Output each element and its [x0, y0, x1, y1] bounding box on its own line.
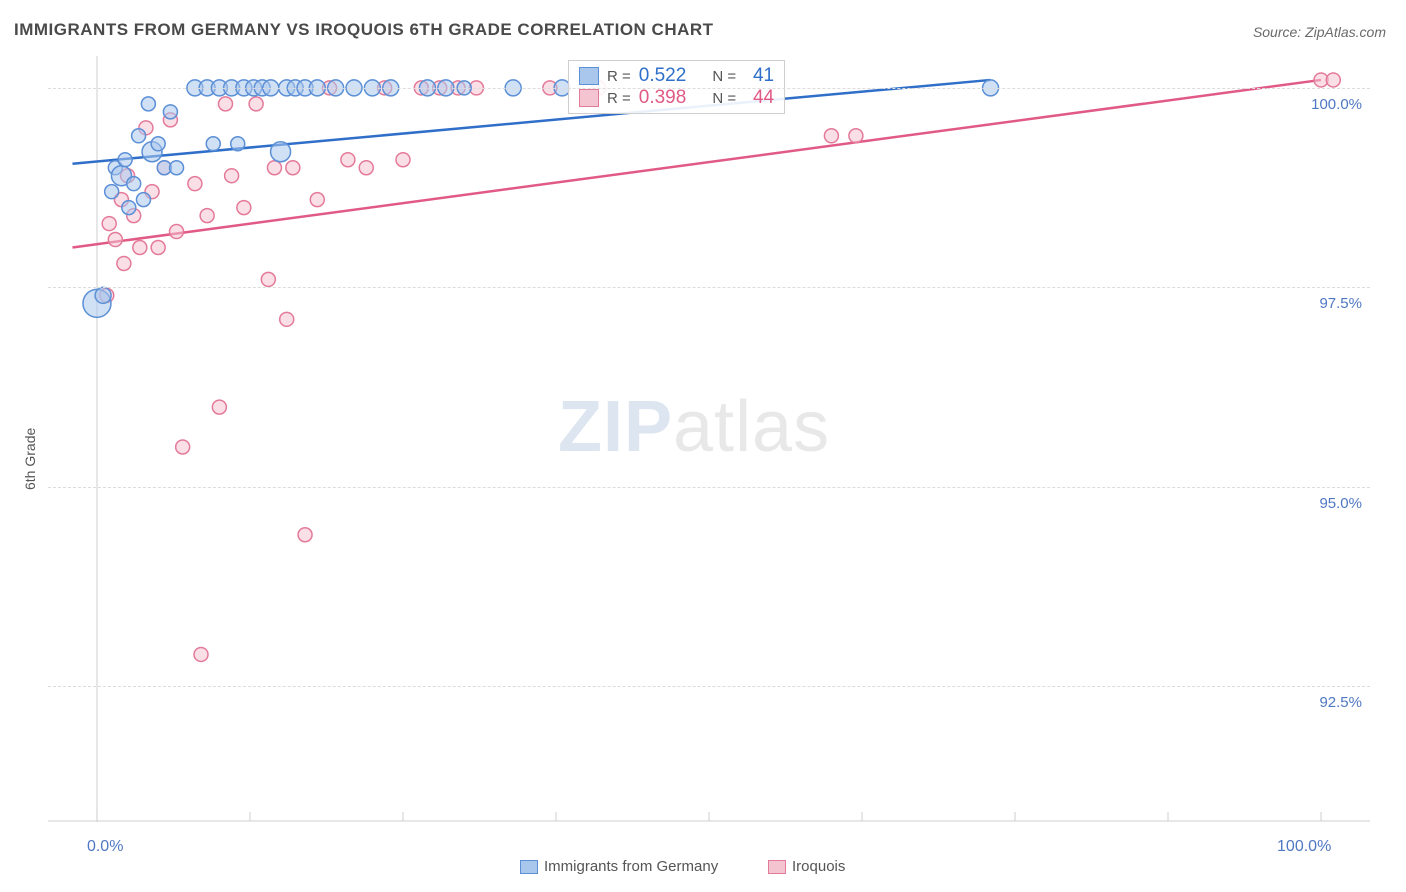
data-point-iroquois: [310, 193, 324, 207]
legend-iroquois: Iroquois: [768, 858, 845, 875]
data-point-germany: [206, 137, 220, 151]
data-point-germany: [95, 287, 111, 303]
watermark-atlas: atlas: [673, 387, 830, 467]
data-point-germany: [231, 137, 245, 151]
gridline: [48, 88, 1370, 89]
data-point-iroquois: [176, 440, 190, 454]
germany-swatch: [579, 67, 599, 85]
data-point-iroquois: [188, 177, 202, 191]
data-point-germany: [105, 185, 119, 199]
iroquois-n-value: 44: [744, 87, 774, 109]
germany-legend-swatch: [520, 860, 538, 874]
data-point-iroquois: [151, 241, 165, 255]
y-tick-label: 97.5%: [1319, 295, 1362, 312]
iroquois-legend-swatch: [768, 860, 786, 874]
data-point-iroquois: [1326, 73, 1340, 87]
y-tick-label: 100.0%: [1311, 96, 1362, 113]
data-point-germany: [170, 161, 184, 175]
data-point-iroquois: [225, 169, 239, 183]
n-label: N =: [712, 90, 736, 107]
data-point-iroquois: [108, 233, 122, 247]
data-point-germany: [118, 153, 132, 167]
data-point-germany: [163, 105, 177, 119]
legend-germany: Immigrants from Germany: [520, 858, 718, 875]
data-point-iroquois: [212, 400, 226, 414]
y-axis-label: 6th Grade: [22, 428, 38, 490]
data-point-iroquois: [298, 528, 312, 542]
x-min-label: 0.0%: [87, 838, 123, 856]
y-tick-label: 92.5%: [1319, 694, 1362, 711]
data-point-germany: [271, 142, 291, 162]
data-point-iroquois: [133, 241, 147, 255]
data-point-iroquois: [261, 272, 275, 286]
data-point-iroquois: [249, 97, 263, 111]
data-point-germany: [151, 137, 165, 151]
data-point-iroquois: [286, 161, 300, 175]
data-point-iroquois: [194, 647, 208, 661]
correlation-row-iroquois: R = 0.398 N = 44: [579, 87, 774, 109]
germany-r-value: 0.522: [639, 65, 687, 87]
germany-n-value: 41: [744, 65, 774, 87]
watermark-zip: ZIP: [558, 387, 673, 467]
data-point-germany: [132, 129, 146, 143]
data-point-germany: [136, 193, 150, 207]
iroquois-swatch: [579, 89, 599, 107]
gridline: [48, 287, 1370, 288]
gridline: [48, 686, 1370, 687]
data-point-iroquois: [218, 97, 232, 111]
data-point-germany: [141, 97, 155, 111]
data-point-iroquois: [170, 225, 184, 239]
data-point-iroquois: [849, 129, 863, 143]
germany-legend-label: Immigrants from Germany: [544, 858, 718, 875]
iroquois-r-value: 0.398: [639, 87, 687, 109]
data-point-iroquois: [267, 161, 281, 175]
source-attribution: Source: ZipAtlas.com: [1253, 24, 1386, 40]
data-point-germany: [122, 201, 136, 215]
gridline: [48, 487, 1370, 488]
data-point-iroquois: [396, 153, 410, 167]
data-point-iroquois: [102, 217, 116, 231]
data-point-iroquois: [117, 256, 131, 270]
r-label: R =: [607, 68, 631, 85]
data-point-iroquois: [200, 209, 214, 223]
iroquois-legend-label: Iroquois: [792, 858, 845, 875]
y-tick-label: 95.0%: [1319, 495, 1362, 512]
data-point-iroquois: [280, 312, 294, 326]
data-point-iroquois: [824, 129, 838, 143]
x-max-label: 100.0%: [1277, 838, 1331, 856]
plot-area: ZIPatlas R = 0.522 N = 41 R = 0.398 N = …: [48, 56, 1370, 822]
data-point-iroquois: [237, 201, 251, 215]
correlation-row-germany: R = 0.522 N = 41: [579, 65, 774, 87]
n-label: N =: [712, 68, 736, 85]
watermark: ZIPatlas: [558, 386, 830, 468]
chart-title: IMMIGRANTS FROM GERMANY VS IROQUOIS 6TH …: [14, 20, 714, 40]
data-point-iroquois: [359, 161, 373, 175]
data-point-germany: [127, 177, 141, 191]
r-label: R =: [607, 90, 631, 107]
data-point-iroquois: [341, 153, 355, 167]
